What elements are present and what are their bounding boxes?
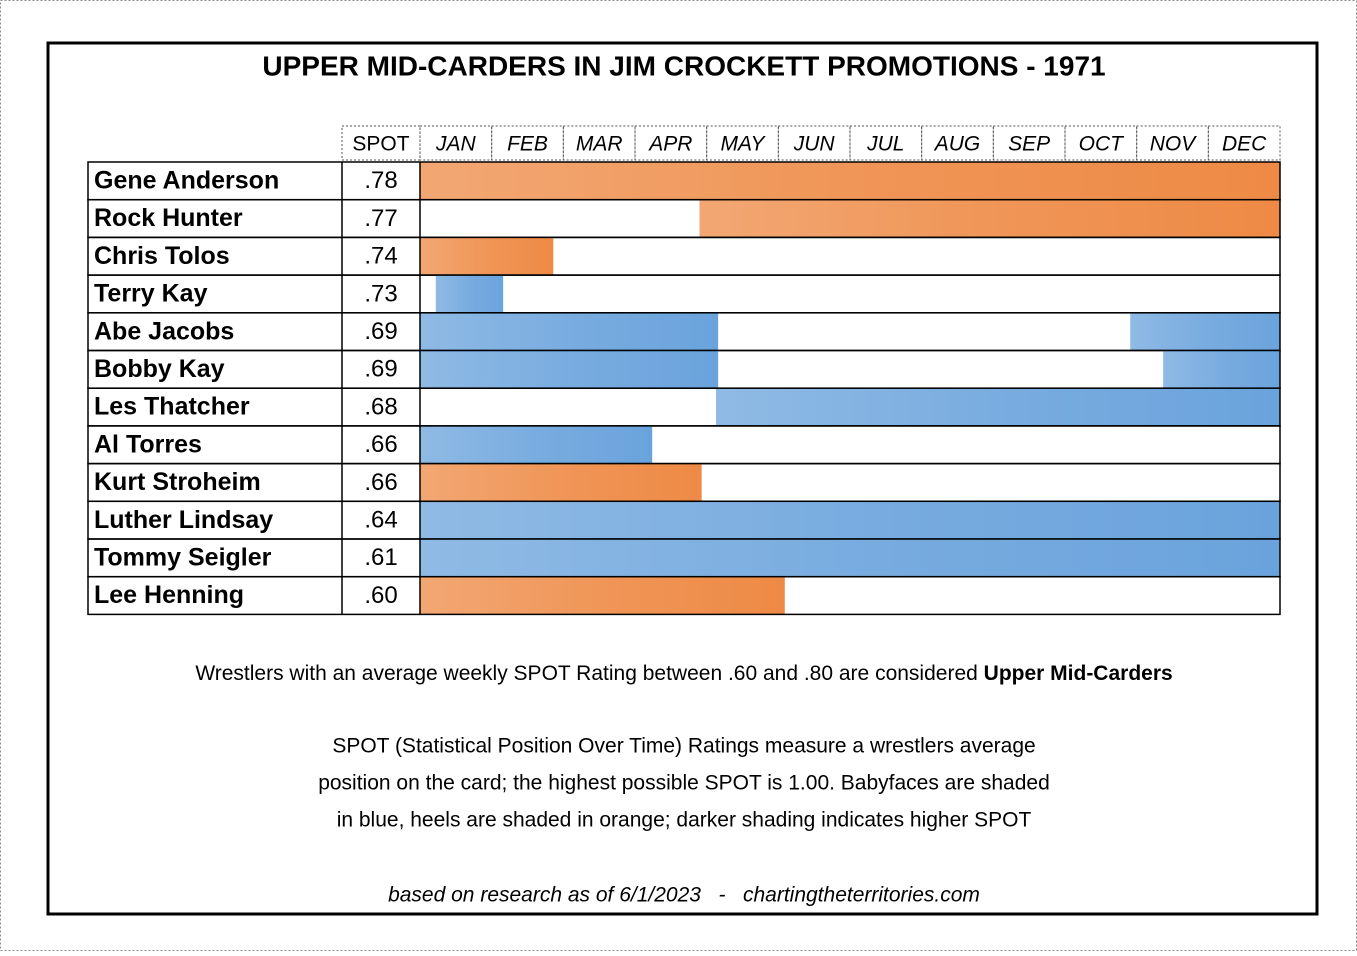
note-paragraph: SPOT (Statistical Position Over Time) Ra… <box>332 735 1035 758</box>
spot-header: SPOT <box>352 133 409 156</box>
wrestler-name: Terry Kay <box>94 280 208 308</box>
note-text: Wrestlers with an average weekly SPOT Ra… <box>195 662 978 685</box>
spot-value: .66 <box>364 431 397 458</box>
bar <box>1130 312 1280 351</box>
month-label: JAN <box>435 133 477 156</box>
header-cell <box>1207 125 1281 161</box>
note-paragraph: position on the card; the highest possib… <box>318 772 1050 795</box>
month-label: MAY <box>721 133 767 156</box>
month-label: AUG <box>933 133 981 156</box>
month-label: NOV <box>1150 133 1198 156</box>
footer: based on research as of 6/1/2023 - chart… <box>388 884 980 907</box>
wrestler-name: Rock Hunter <box>94 204 243 232</box>
wrestler-name: Chris Tolos <box>94 242 230 270</box>
bar <box>420 162 1280 200</box>
bar <box>420 425 653 464</box>
month-label: JUL <box>866 133 904 156</box>
bar <box>420 576 785 615</box>
bar <box>1163 350 1280 389</box>
bar <box>420 237 554 276</box>
bar <box>420 463 702 502</box>
spot-value: .74 <box>364 243 397 270</box>
bar <box>420 501 1280 539</box>
note-line: Wrestlers with an average weekly SPOT Ra… <box>195 662 1172 685</box>
month-label: OCT <box>1079 133 1126 156</box>
wrestler-name: Abe Jacobs <box>94 317 234 345</box>
spot-value: .64 <box>364 506 397 533</box>
spot-value: .66 <box>364 469 397 496</box>
header-cell <box>562 125 636 161</box>
row-border <box>87 274 1281 314</box>
bar <box>420 539 1280 577</box>
bar <box>420 312 719 351</box>
wrestler-name: Les Thatcher <box>94 393 250 421</box>
header-cell <box>491 125 564 161</box>
header-cell <box>1136 125 1209 161</box>
spot-value: .77 <box>364 205 397 232</box>
wrestler-name: Kurt Stroheim <box>94 468 261 496</box>
header-cell <box>777 125 851 161</box>
title: UPPER MID-CARDERS IN JIM CROCKETT PROMOT… <box>262 50 1105 81</box>
bar <box>435 275 504 313</box>
month-label: FEB <box>507 133 548 156</box>
spot-value: .73 <box>364 280 397 307</box>
header-cell <box>849 125 923 161</box>
frame <box>46 41 1319 916</box>
row-border <box>87 236 1281 276</box>
month-label: SEP <box>1008 133 1050 156</box>
month-label: JUN <box>793 133 836 156</box>
spot-value: .69 <box>364 356 397 383</box>
bar <box>420 350 719 389</box>
wrestler-name: Al Torres <box>94 430 202 458</box>
header-cell <box>1064 125 1138 161</box>
wrestler-name: Lee Henning <box>94 581 244 609</box>
row-border <box>87 425 1281 465</box>
wrestler-name: Tommy Seigler <box>94 543 272 571</box>
spot-value: .61 <box>364 544 397 571</box>
wrestler-name: Bobby Kay <box>94 355 225 383</box>
spot-value: .69 <box>364 318 397 345</box>
bar <box>699 199 1280 238</box>
note-paragraph: in blue, heels are shaded in orange; dar… <box>337 809 1032 832</box>
header-cell <box>706 125 779 161</box>
header-cell <box>419 125 493 161</box>
row-border <box>87 575 1281 616</box>
bar <box>715 388 1280 426</box>
header-cell <box>992 125 1066 161</box>
header-cell <box>634 125 708 161</box>
header-cell <box>921 125 994 161</box>
month-label: APR <box>647 133 692 156</box>
wrestler-name: Gene Anderson <box>94 166 279 194</box>
spot-value: .78 <box>364 167 397 194</box>
month-label: MAR <box>576 133 623 156</box>
spot-value: .60 <box>364 582 397 609</box>
note-bold: Upper Mid-Carders <box>984 662 1173 685</box>
spot-value: .68 <box>364 393 397 420</box>
wrestler-name: Luther Lindsay <box>94 506 273 534</box>
month-label: DEC <box>1222 133 1267 156</box>
